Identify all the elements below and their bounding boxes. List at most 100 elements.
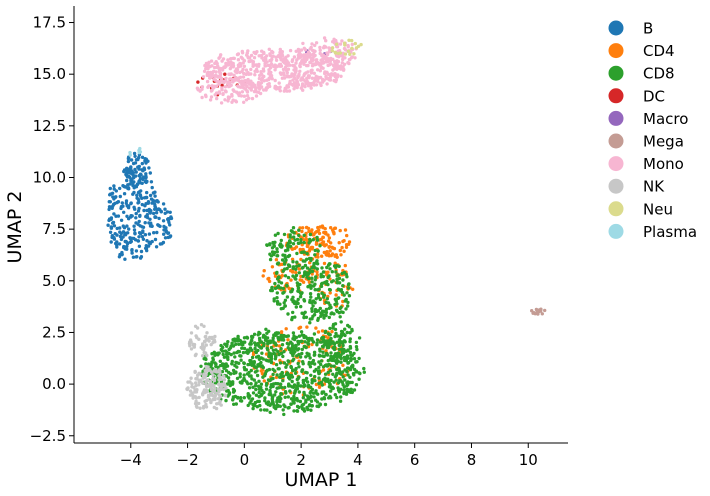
data-point (123, 233, 128, 237)
data-point (219, 53, 223, 57)
data-point (324, 300, 328, 304)
data-point (292, 409, 296, 413)
data-point (242, 361, 246, 366)
data-point (273, 233, 278, 237)
data-point (231, 61, 235, 66)
data-point (335, 274, 339, 278)
data-point (255, 405, 259, 409)
data-point (264, 352, 269, 356)
data-point (138, 146, 142, 151)
data-point (352, 52, 356, 56)
data-point (220, 83, 224, 88)
data-point (297, 334, 302, 338)
data-point (228, 380, 232, 385)
data-point (311, 233, 315, 237)
data-point (246, 362, 250, 367)
data-point (322, 354, 326, 359)
data-point (314, 60, 319, 65)
data-point (148, 217, 152, 221)
data-point (244, 87, 248, 92)
data-point (270, 250, 275, 254)
axes: −4 −2 0 2 4 6 8 10 −2.5 0.0 2.5 5.0 7.5 10.0 12.5 15.0 1… (30, 6, 568, 469)
data-point (129, 201, 133, 205)
data-point (241, 75, 246, 79)
y-tick-label: 5.0 (42, 272, 66, 290)
data-point (322, 36, 327, 40)
data-point (343, 228, 348, 232)
data-point (291, 368, 295, 372)
data-point (228, 383, 232, 388)
data-point (128, 153, 132, 157)
data-point (264, 57, 268, 61)
data-point (227, 84, 231, 89)
data-point (312, 362, 317, 366)
data-point (333, 261, 337, 265)
data-point (248, 59, 253, 63)
x-tick-label: 8 (467, 451, 477, 469)
data-point (326, 239, 331, 243)
data-point (252, 56, 257, 60)
data-point (331, 228, 335, 232)
data-point (276, 261, 281, 265)
data-point (326, 275, 330, 280)
data-point (532, 311, 536, 315)
data-point (282, 57, 286, 61)
data-point (337, 371, 342, 375)
data-point (242, 396, 246, 400)
data-point (229, 352, 233, 357)
data-point (235, 376, 240, 381)
data-point (308, 232, 313, 237)
data-point (270, 396, 274, 401)
legend-label: DC (643, 87, 665, 105)
data-point (141, 237, 146, 241)
data-point (279, 245, 284, 249)
data-point (265, 78, 269, 82)
data-point (128, 150, 132, 155)
data-point (335, 302, 339, 306)
data-point (324, 349, 328, 353)
data-point (190, 382, 194, 386)
data-point (124, 199, 129, 203)
data-point (297, 228, 301, 232)
data-point (246, 351, 250, 355)
data-point (299, 238, 303, 242)
data-point (131, 192, 135, 196)
data-point (250, 96, 255, 101)
data-point (278, 50, 283, 54)
data-point (208, 379, 212, 384)
data-point (211, 340, 215, 345)
data-point (288, 244, 293, 248)
data-point (319, 362, 323, 367)
data-point (345, 330, 349, 335)
data-point (147, 207, 151, 212)
data-point (277, 337, 281, 342)
data-point (329, 378, 333, 383)
data-point (304, 376, 309, 381)
data-point (334, 270, 338, 274)
data-point (348, 380, 352, 385)
data-point (306, 84, 311, 88)
data-point (116, 214, 121, 218)
data-point (328, 249, 332, 253)
data-point (200, 95, 204, 100)
data-point (333, 352, 338, 356)
data-point (324, 232, 328, 236)
data-point (144, 172, 148, 176)
data-point (240, 90, 245, 94)
data-point (300, 58, 305, 63)
data-point (221, 92, 225, 97)
y-tick-label: 2.5 (42, 323, 66, 341)
x-tick-label: 10 (519, 451, 538, 469)
data-point (120, 201, 125, 205)
data-point (327, 315, 331, 320)
data-point (295, 251, 299, 256)
data-point (153, 215, 157, 219)
data-point (337, 390, 342, 394)
data-point (112, 212, 116, 216)
data-point (285, 89, 289, 93)
data-point (145, 239, 149, 243)
data-point (137, 235, 141, 239)
data-point (282, 361, 287, 365)
data-point (346, 373, 350, 377)
